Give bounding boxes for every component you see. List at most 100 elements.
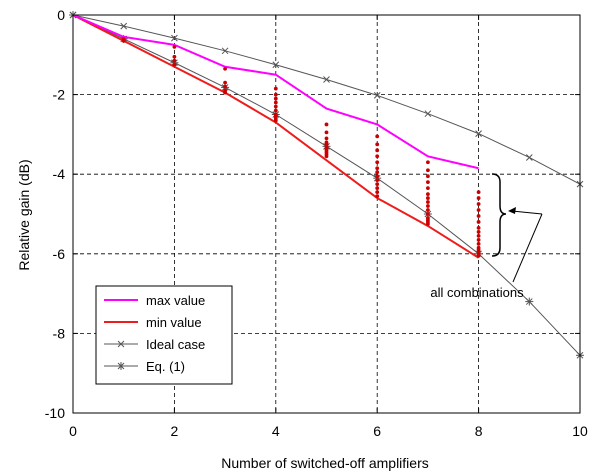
x-axis-label: Number of switched-off amplifiers (221, 455, 428, 471)
data-point (221, 47, 229, 55)
combination-point (476, 253, 481, 258)
legend-label: max value (146, 293, 205, 308)
y-tick-label: 0 (57, 7, 65, 23)
data-point (323, 76, 330, 83)
data-point (171, 34, 178, 42)
data-point (272, 61, 280, 69)
x-tick-label: 8 (475, 423, 483, 439)
combination-point (223, 80, 228, 85)
combination-point (426, 192, 430, 197)
y-tick-label: -6 (53, 246, 66, 262)
combination-point (324, 154, 329, 159)
combination-point (426, 180, 430, 185)
series-line (72, 14, 480, 259)
combination-point (273, 104, 278, 109)
series-all-combinations (121, 36, 481, 258)
legend-label: Eq. (1) (146, 359, 185, 374)
combination-point (172, 54, 177, 59)
series-max-value (72, 14, 479, 170)
legend-item-max-value: max value (104, 293, 205, 308)
combination-point (375, 142, 380, 147)
combination-point (375, 170, 380, 175)
all-combinations-annotation: all combinations (430, 173, 543, 300)
annotation-text: all combinations (430, 285, 524, 300)
combination-point (375, 160, 380, 165)
combination-point (476, 196, 481, 200)
legend-label: Ideal case (146, 337, 205, 352)
combination-point (375, 178, 380, 183)
y-tick-label: -2 (53, 87, 66, 103)
combination-point (476, 202, 481, 206)
y-tick-label: -8 (53, 325, 66, 341)
combinations-brace (491, 173, 507, 257)
combination-point (426, 204, 430, 208)
legend-item-eq-1: Eq. (1) (104, 359, 185, 374)
plot-frame (72, 14, 581, 414)
combination-point (476, 233, 481, 238)
combination-point (476, 241, 481, 246)
data-point (424, 110, 432, 118)
data-point (525, 154, 533, 161)
combination-point (426, 174, 430, 179)
combination-point (172, 44, 177, 49)
combination-point (375, 154, 380, 159)
combination-point (426, 186, 430, 191)
combination-point (172, 62, 177, 67)
combination-point (223, 90, 228, 95)
combination-point (426, 222, 430, 226)
combination-point (324, 122, 329, 127)
data-point (475, 130, 482, 137)
combination-point (476, 214, 481, 218)
combination-point (426, 208, 430, 212)
combination-point (375, 134, 380, 139)
legend-marker (117, 340, 125, 348)
annotation-arrow-line (511, 210, 543, 215)
data-point (373, 92, 381, 99)
combination-point (476, 226, 481, 230)
combination-point (476, 208, 481, 212)
axis-ticks: 0 2 4 6 8 10 0 -2 -4 -6 -8 -10 (45, 7, 588, 439)
data-point (525, 297, 534, 306)
combination-point (324, 136, 329, 141)
series-line (72, 14, 479, 170)
combination-point (273, 86, 278, 91)
combination-point (375, 148, 380, 153)
combination-point (223, 84, 228, 89)
x-tick-label: 6 (373, 423, 381, 439)
combination-point (375, 174, 380, 179)
annotation-arrow-head (508, 207, 516, 214)
combination-point (273, 92, 278, 97)
y-tick-label: -10 (45, 405, 65, 421)
grid (73, 15, 580, 413)
combination-point (426, 212, 430, 216)
combination-point (426, 160, 430, 165)
combination-point (476, 220, 481, 224)
combination-point (426, 200, 430, 204)
data-point (120, 22, 128, 30)
combination-point (223, 66, 228, 71)
x-tick-label: 0 (69, 423, 77, 439)
combination-point (426, 168, 430, 173)
x-tick-label: 4 (272, 423, 280, 439)
combination-point (273, 118, 278, 123)
combination-point (121, 38, 126, 43)
combination-point (273, 108, 278, 113)
combination-point (273, 96, 278, 101)
legend: max value min value Ideal case Eq. (1) (95, 285, 233, 385)
combination-point (426, 196, 430, 200)
combination-point (476, 190, 481, 195)
annotation-arrow-line (512, 213, 543, 283)
combination-point (375, 182, 380, 187)
combination-point (324, 130, 329, 135)
x-tick-label: 2 (171, 423, 179, 439)
combination-point (476, 237, 481, 242)
combination-point (375, 186, 380, 191)
combination-point (375, 190, 380, 195)
legend-item-min-value: min value (104, 315, 202, 330)
legend-marker (117, 362, 125, 370)
plot-area (69, 11, 584, 360)
combination-point (476, 230, 481, 234)
series-min-value (72, 14, 480, 259)
